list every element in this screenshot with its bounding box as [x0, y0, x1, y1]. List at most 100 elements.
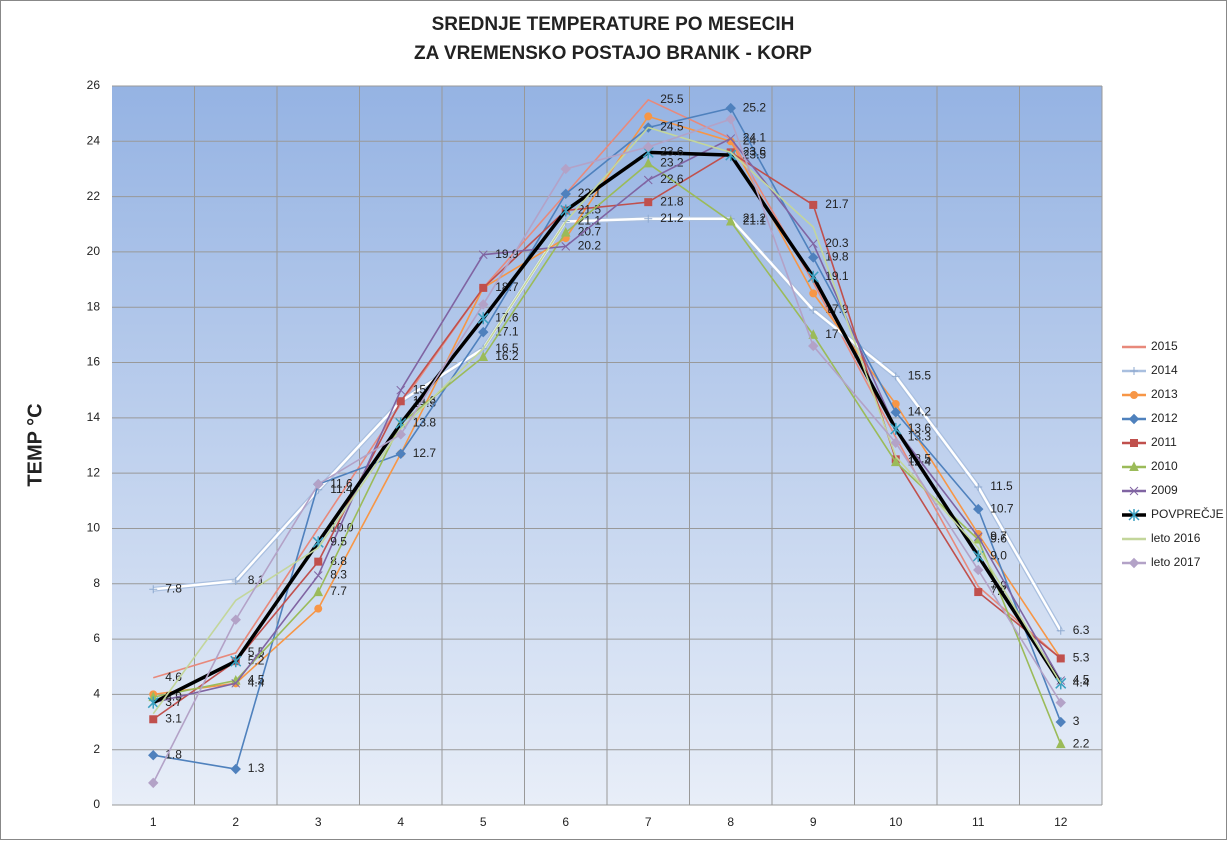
data-label: 22.6 [660, 172, 684, 186]
y-tick-label: 24 [87, 133, 101, 147]
marker [147, 696, 159, 709]
data-label: 17 [825, 327, 839, 341]
data-label: 13.8 [413, 416, 437, 430]
marker [230, 763, 241, 775]
data-label: 5.3 [1073, 651, 1090, 665]
marker [1056, 654, 1065, 663]
x-tick-label: 3 [315, 815, 322, 829]
x-tick-label: 6 [562, 815, 569, 829]
marker [1128, 509, 1140, 521]
data-label: 8.3 [330, 568, 347, 582]
x-tick-label: 12 [1054, 815, 1068, 829]
series [152, 126, 1062, 715]
y-tick-label: 8 [93, 576, 100, 590]
legend-label: 2010 [1151, 459, 1178, 473]
marker [314, 557, 323, 566]
y-tick-label: 4 [93, 687, 100, 701]
x-tick-label: 1 [150, 815, 157, 829]
x-tick-label: 5 [480, 815, 487, 829]
x-tick-label: 2 [232, 815, 239, 829]
legend-label: leto 2017 [1151, 555, 1201, 569]
data-label: 23.6 [660, 145, 684, 159]
marker [725, 215, 736, 226]
marker [231, 577, 240, 586]
data-label: 3 [1073, 714, 1080, 728]
data-label: 16.2 [495, 349, 519, 363]
y-tick-label: 10 [87, 521, 101, 535]
data-label: 14.6 [413, 393, 437, 407]
series-line [153, 162, 1062, 745]
x-tick-label: 7 [645, 815, 652, 829]
y-tick-label: 14 [87, 410, 101, 424]
x-tick-label: 9 [810, 815, 817, 829]
marker [479, 283, 488, 292]
data-label: 11.6 [330, 476, 353, 490]
marker [148, 750, 159, 761]
data-label: 2.2 [1073, 736, 1090, 750]
marker [313, 571, 323, 580]
data-label: 9.5 [330, 534, 347, 548]
data-label: 15.5 [908, 369, 932, 383]
series-line [153, 98, 1062, 679]
marker [644, 198, 653, 207]
marker [808, 329, 819, 339]
marker [148, 777, 159, 789]
series-line [153, 107, 1062, 770]
marker [478, 326, 489, 338]
marker [808, 340, 819, 352]
x-tick-label: 4 [397, 815, 404, 829]
data-label: 21.8 [660, 194, 684, 208]
marker [809, 289, 818, 298]
data-label: 9.6 [990, 532, 1007, 546]
marker [560, 226, 571, 237]
marker [230, 614, 241, 625]
y-tick-label: 26 [87, 78, 101, 92]
data-label: 4.5 [248, 673, 265, 687]
legend-label: 2012 [1151, 411, 1178, 425]
marker [890, 456, 901, 467]
series-line [153, 217, 1062, 632]
marker [231, 678, 241, 688]
marker [1056, 626, 1065, 635]
data-label: 21.2 [660, 211, 684, 225]
x-tick-label: 11 [972, 815, 985, 829]
marker [973, 532, 983, 542]
marker [149, 585, 158, 594]
data-label: 6.3 [1073, 623, 1090, 637]
y-tick-label: 18 [87, 299, 101, 313]
marker [478, 250, 488, 260]
data-label: 24.5 [660, 120, 684, 134]
marker [478, 351, 489, 362]
legend-label: 2009 [1151, 483, 1178, 497]
marker [1130, 439, 1138, 447]
y-tick-label: 12 [87, 465, 101, 479]
marker [643, 175, 653, 185]
marker [149, 715, 158, 724]
marker [643, 157, 654, 168]
marker [644, 214, 653, 223]
marker [560, 204, 572, 217]
marker [312, 536, 324, 549]
marker [560, 163, 571, 175]
series-line [153, 137, 1062, 704]
marker [974, 482, 983, 491]
marker [396, 385, 406, 395]
marker [809, 200, 818, 209]
y-tick-label: 22 [87, 189, 101, 203]
data-label: 7.8 [165, 581, 182, 595]
marker [1055, 738, 1066, 749]
marker [890, 407, 901, 418]
data-label: 1.3 [248, 761, 265, 775]
marker [726, 134, 736, 143]
marker [891, 372, 900, 381]
data-label: 11.4 [330, 482, 353, 496]
y-tick-label: 2 [93, 742, 100, 756]
data-label: 11.5 [990, 479, 1013, 493]
x-tick-label: 8 [727, 815, 734, 829]
chart-subtitle: ZA VREMENSKO POSTAJO BRANIK - KORP [414, 43, 812, 64]
data-label: 21.7 [825, 197, 849, 211]
data-label: 20.2 [578, 239, 602, 253]
legend-label: 2013 [1151, 387, 1178, 401]
